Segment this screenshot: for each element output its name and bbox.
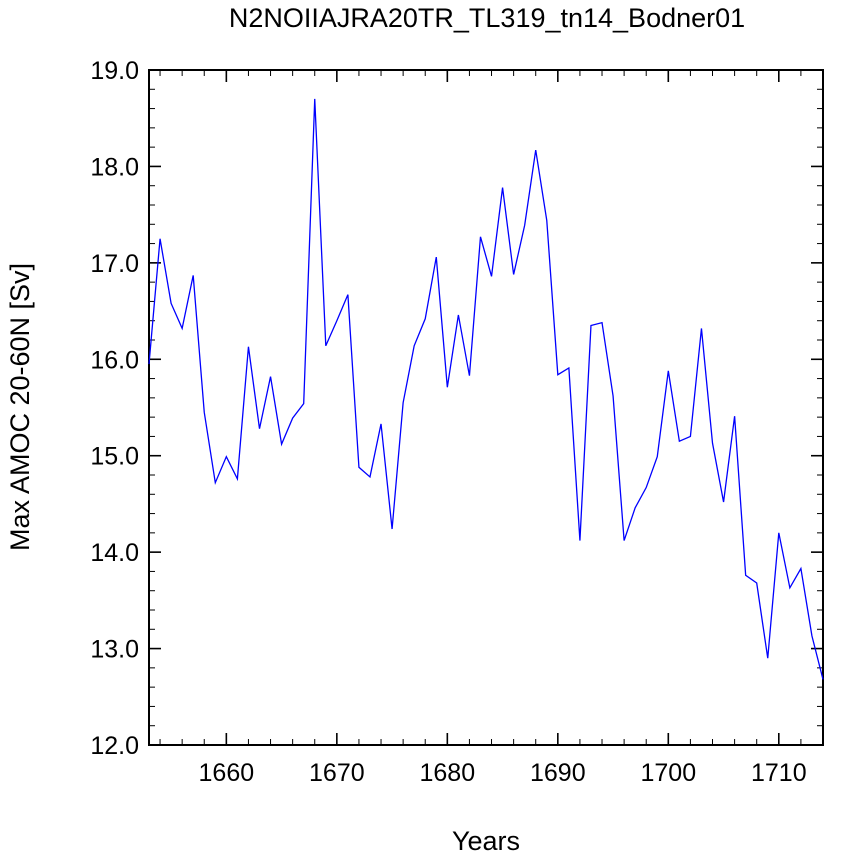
chart-title: N2NOIIAJRA20TR_TL319_tn14_Bodner01 — [229, 3, 745, 33]
y-tick-label: 15.0 — [90, 443, 139, 471]
x-tick-label: 1690 — [530, 759, 586, 787]
axis-tick-labels: 1660 1670 1680 1690 1700 1710 12.0 13.0 14.0 15.0… — [90, 57, 806, 787]
x-tick-label: 1680 — [420, 759, 476, 787]
axis-ticks — [149, 69, 824, 746]
amoc-series-line — [148, 98, 824, 680]
x-tick-label: 1660 — [199, 759, 255, 787]
x-tick-label: 1670 — [309, 759, 365, 787]
y-axis-label: Max AMOC 20-60N [Sv] — [5, 263, 35, 551]
y-tick-label: 18.0 — [90, 153, 139, 181]
x-axis-label: Years — [452, 826, 520, 856]
x-tick-label: 1710 — [751, 759, 807, 787]
y-tick-label: 14.0 — [90, 539, 139, 567]
x-tick-label: 1700 — [640, 759, 696, 787]
plot-frame — [148, 69, 824, 746]
y-tick-label: 13.0 — [90, 636, 139, 664]
y-tick-label: 17.0 — [90, 250, 139, 278]
y-tick-label: 19.0 — [90, 57, 139, 85]
y-tick-label: 12.0 — [90, 732, 139, 760]
y-tick-label: 16.0 — [90, 346, 139, 374]
